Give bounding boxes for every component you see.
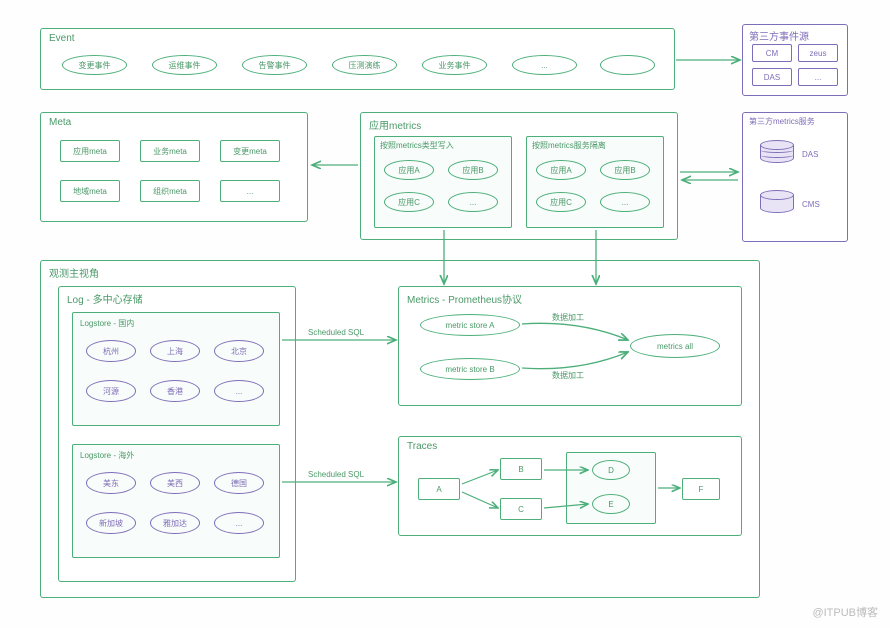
- data-proc-2: 数据加工: [552, 370, 584, 381]
- event-item: 告警事件: [242, 55, 307, 75]
- ml-item: 应用A: [384, 160, 434, 180]
- lo-item: ...: [214, 512, 264, 534]
- tpe-item: CM: [752, 44, 792, 62]
- trace-b: B: [500, 458, 542, 480]
- meta-item: 变更meta: [220, 140, 280, 162]
- sched-sql-label-1: Scheduled SQL: [308, 328, 364, 337]
- log-title: Log - 多中心存储: [67, 291, 143, 306]
- ml-item: 应用C: [384, 192, 434, 212]
- lo-item: 美东: [86, 472, 136, 494]
- ld-item: 上海: [150, 340, 200, 362]
- metrics-title: Metrics - Prometheus协议: [407, 291, 522, 306]
- metrics-left-title: 按照metrics类型写入: [380, 140, 454, 151]
- meta-box: Meta: [40, 112, 308, 222]
- meta-item: 应用meta: [60, 140, 120, 162]
- mr-item: 应用A: [536, 160, 586, 180]
- meta-item: ...: [220, 180, 280, 202]
- ld-item: 香港: [150, 380, 200, 402]
- ld-item: 北京: [214, 340, 264, 362]
- logstore-overseas-title: Logstore - 海外: [80, 450, 134, 461]
- event-item-empty: [600, 55, 655, 75]
- watermark: @ITPUB博客: [812, 604, 878, 620]
- lo-item: 美西: [150, 472, 200, 494]
- meta-item: 组织meta: [140, 180, 200, 202]
- trace-d: D: [592, 460, 630, 480]
- lo-item: 德国: [214, 472, 264, 494]
- db-das-label: DAS: [802, 150, 818, 159]
- tpe-item: zeus: [798, 44, 838, 62]
- trace-f: F: [682, 478, 720, 500]
- db-cms-label: CMS: [802, 200, 820, 209]
- tpe-item: ...: [798, 68, 838, 86]
- lo-item: 新加坡: [86, 512, 136, 534]
- trace-e: E: [592, 494, 630, 514]
- tpm-title: 第三方metrics服务: [749, 116, 815, 127]
- third-party-event-title: 第三方事件源: [749, 28, 809, 43]
- lo-item: 雅加达: [150, 512, 200, 534]
- event-item: ...: [512, 55, 577, 75]
- logstore-domestic-title: Logstore - 国内: [80, 318, 134, 329]
- mr-item: 应用C: [536, 192, 586, 212]
- logstore-domestic-box: [72, 312, 280, 426]
- data-proc-1: 数据加工: [552, 312, 584, 323]
- ld-item: ...: [214, 380, 264, 402]
- control-title: 观测主视角: [49, 265, 99, 280]
- third-party-metrics-box: 第三方metrics服务: [742, 112, 848, 242]
- mr-item: ...: [600, 192, 650, 212]
- trace-a: A: [418, 478, 460, 500]
- meta-item: 业务meta: [140, 140, 200, 162]
- ml-item: 应用B: [448, 160, 498, 180]
- event-item: 变更事件: [62, 55, 127, 75]
- tpe-item: DAS: [752, 68, 792, 86]
- metrics-right-title: 按照metrics服务隔离: [532, 140, 606, 151]
- metric-store-a: metric store A: [420, 314, 520, 336]
- meta-title: Meta: [49, 117, 71, 128]
- trace-c: C: [500, 498, 542, 520]
- event-title: Event: [49, 33, 75, 44]
- ld-item: 河源: [86, 380, 136, 402]
- event-item: 运维事件: [152, 55, 217, 75]
- event-item: 业务事件: [422, 55, 487, 75]
- sched-sql-label-2: Scheduled SQL: [308, 470, 364, 479]
- ml-item: ...: [448, 192, 498, 212]
- mr-item: 应用B: [600, 160, 650, 180]
- metrics-all: metrics all: [630, 334, 720, 358]
- app-metrics-title: 应用metrics: [369, 117, 421, 132]
- logstore-overseas-box: [72, 444, 280, 558]
- traces-title: Traces: [407, 441, 437, 452]
- meta-item: 地域meta: [60, 180, 120, 202]
- ld-item: 杭州: [86, 340, 136, 362]
- event-item: 压测演练: [332, 55, 397, 75]
- metric-store-b: metric store B: [420, 358, 520, 380]
